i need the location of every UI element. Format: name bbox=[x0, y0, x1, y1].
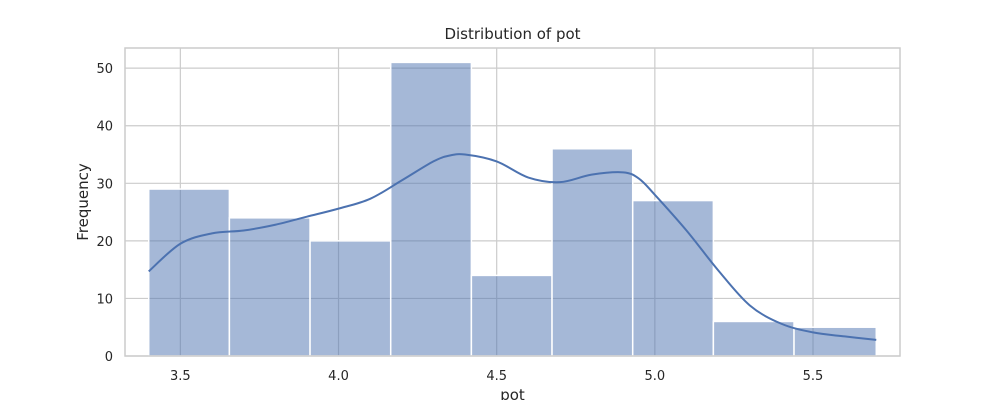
y-tick-label: 10 bbox=[96, 292, 113, 307]
histogram-bar-5 bbox=[470, 274, 553, 357]
y-tick-label: 50 bbox=[96, 62, 113, 77]
y-tick-label: 0 bbox=[105, 350, 113, 365]
x-tick-label: 4.5 bbox=[486, 369, 507, 384]
bar-layer bbox=[147, 61, 878, 357]
y-tick-label: 20 bbox=[96, 235, 113, 250]
chart-title: Distribution of pot bbox=[444, 25, 580, 43]
histogram-bar-1 bbox=[147, 188, 231, 357]
x-axis-label: pot bbox=[500, 386, 525, 400]
kde-curve bbox=[148, 153, 877, 341]
plot-frame bbox=[124, 47, 901, 357]
tick-label-layer: 3.5 4.0 4.5 5.0 5.5 0 10 20 30 40 50 bbox=[96, 62, 823, 384]
histogram-bar-7 bbox=[631, 199, 715, 357]
y-tick-label: 40 bbox=[96, 120, 113, 135]
histogram-bar-4 bbox=[389, 61, 473, 357]
y-axis-label: Frequency bbox=[74, 163, 92, 241]
histogram-bar-6 bbox=[551, 147, 634, 357]
kde-layer bbox=[148, 153, 877, 341]
x-tick-label: 5.0 bbox=[645, 369, 666, 384]
histogram-bar-2 bbox=[228, 217, 311, 357]
histogram-bar-3 bbox=[309, 240, 392, 357]
x-tick-label: 4.0 bbox=[328, 369, 349, 384]
y-tick-label: 30 bbox=[96, 177, 113, 192]
x-tick-label: 5.5 bbox=[803, 369, 824, 384]
histogram-bar-8 bbox=[712, 320, 795, 357]
x-tick-label: 3.5 bbox=[170, 369, 191, 384]
